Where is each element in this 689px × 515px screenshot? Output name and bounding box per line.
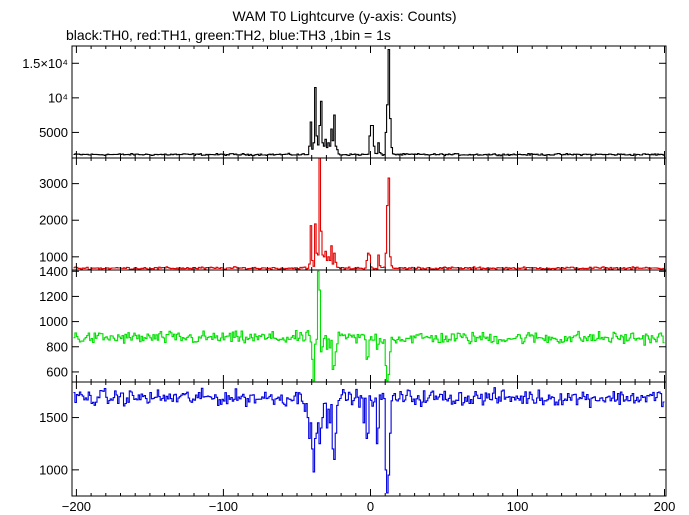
series-line-th1 — [73, 157, 665, 271]
panel-frame-th3 — [71, 381, 667, 497]
x-tick-label: 0 — [367, 499, 374, 514]
x-tick-label: −100 — [209, 499, 238, 514]
y-tick-label: 1000 — [39, 314, 68, 329]
x-tick-label: 200 — [654, 499, 676, 514]
y-tick-label: 1200 — [39, 289, 68, 304]
series-line-th0 — [73, 48, 665, 157]
panel-frame-th2 — [71, 269, 667, 383]
y-tick-label: 2000 — [39, 213, 68, 228]
chart-subtitle: black:TH0, red:TH1, green:TH2, blue:TH3 … — [66, 27, 391, 43]
y-tick-label: 1000 — [39, 249, 68, 264]
y-tick-label: 1000 — [39, 462, 68, 477]
y-tick-label: 800 — [46, 339, 68, 354]
y-tick-label: 3000 — [39, 176, 68, 191]
y-tick-label: 10⁴ — [48, 90, 68, 105]
y-tick-label: 1.5×10⁴ — [22, 56, 68, 71]
x-tick-label: −200 — [62, 499, 91, 514]
chart-title: WAM T0 Lightcurve (y-axis: Counts) — [232, 8, 457, 24]
series-line-th3 — [73, 387, 665, 494]
series-line-th2 — [73, 270, 665, 382]
y-tick-label: 1400 — [39, 264, 68, 279]
y-tick-label: 5000 — [39, 125, 68, 140]
y-tick-label: 1500 — [39, 410, 68, 425]
x-tick-label: 100 — [507, 499, 529, 514]
y-tick-label: 600 — [46, 364, 68, 379]
